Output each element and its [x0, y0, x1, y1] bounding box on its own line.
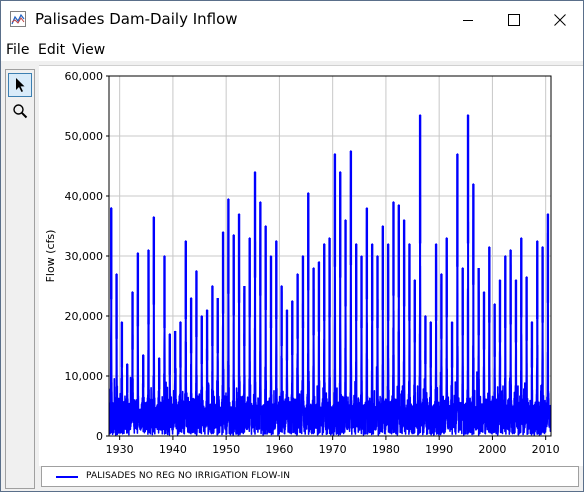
- legend-swatch-palisades: [56, 476, 78, 478]
- menu-file[interactable]: File: [6, 42, 30, 58]
- pointer-tool-button[interactable]: [8, 73, 32, 97]
- y-tick-label: 60,000: [65, 70, 104, 83]
- menu-bar: File Edit View: [1, 39, 583, 61]
- zoom-magnifier-icon: [13, 104, 28, 119]
- menu-edit[interactable]: Edit: [38, 42, 66, 58]
- x-tick-label: 1980: [372, 443, 400, 456]
- plot-panel: 0 10,000 20,000 30,000 40,000 50,000 60,000 193…: [39, 65, 583, 466]
- window-title: Palisades Dam-Daily Inflow: [35, 10, 238, 28]
- zoom-tool-button[interactable]: [8, 99, 32, 123]
- title-bar[interactable]: Palisades Dam-Daily Inflow: [1, 1, 583, 39]
- chart-app-icon: [10, 11, 26, 27]
- menu-view[interactable]: View: [72, 42, 106, 58]
- y-tick-label: 50,000: [65, 130, 104, 143]
- maximize-button[interactable]: [491, 1, 537, 39]
- y-tick-label: 20,000: [65, 310, 104, 323]
- close-button[interactable]: [537, 1, 583, 39]
- series-line-palisades: [109, 114, 551, 436]
- plot-frame: [108, 75, 552, 437]
- plot-toolbar: [5, 69, 35, 489]
- x-tick-label: 1960: [265, 443, 293, 456]
- x-tick-label: 2010: [532, 443, 560, 456]
- x-tick-label: 2000: [478, 443, 506, 456]
- pointer-arrow-icon: [16, 78, 25, 92]
- x-tick-label: 1990: [425, 443, 453, 456]
- y-tick-label: 0: [96, 430, 103, 443]
- x-tick-label: 1930: [106, 443, 134, 456]
- flow-chart[interactable]: 0 10,000 20,000 30,000 40,000 50,000 60,000 193…: [39, 66, 583, 466]
- maximize-icon: [508, 14, 520, 26]
- minimize-icon: [463, 20, 473, 21]
- y-tick-label: 40,000: [65, 190, 104, 203]
- y-tick-label: 30,000: [65, 250, 104, 263]
- x-tick-label: 1950: [212, 443, 240, 456]
- x-tick-label: 1940: [159, 443, 187, 456]
- legend-label-palisades: PALISADES NO REG NO IRRIGATION FLOW-IN: [86, 471, 291, 481]
- x-tick-label: 1970: [319, 443, 347, 456]
- y-axis-label: Flow (cfs): [44, 230, 57, 283]
- minimize-button[interactable]: [445, 1, 491, 39]
- legend-box: PALISADES NO REG NO IRRIGATION FLOW-IN: [41, 466, 579, 487]
- close-icon: [554, 14, 566, 26]
- y-tick-label: 10,000: [65, 370, 104, 383]
